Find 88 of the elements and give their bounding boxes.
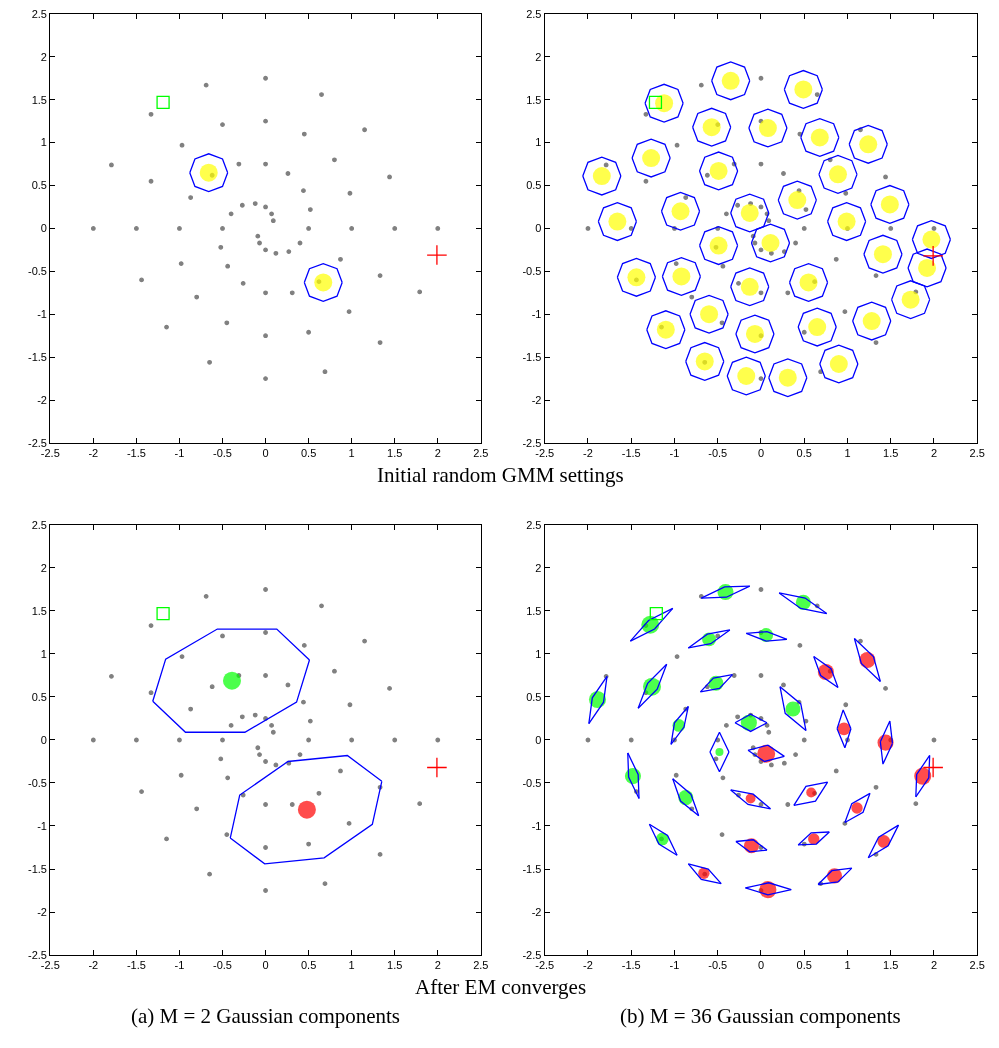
x-tick-label: 0 [262, 959, 269, 972]
x-tick-label: 0.5 [300, 447, 317, 460]
x-tick-label: -1 [174, 959, 185, 972]
x-tick-label: 2.5 [473, 959, 489, 972]
x-tick-label: -0.5 [708, 447, 728, 460]
y-tick-label: -1.5 [522, 350, 542, 363]
x-tick-label: -1 [174, 447, 185, 460]
x-tick-label: -0.5 [708, 959, 728, 972]
x-tick-label: -0.5 [213, 447, 232, 460]
x-tick-label: 1.5 [883, 959, 899, 972]
x-tick-label: -2 [88, 447, 99, 460]
y-tick-label: -2 [37, 905, 47, 918]
y-tick-label: -1 [37, 308, 47, 321]
y-tick-label: -1.5 [522, 862, 542, 875]
x-tick-label: -1.5 [621, 959, 641, 972]
x-tick-label: 2 [930, 959, 938, 972]
x-tick-label: 1 [844, 447, 851, 460]
x-tick-label: 2.5 [473, 447, 489, 460]
y-tick-label: -2.5 [28, 436, 47, 449]
text: After EM converges [415, 975, 587, 999]
y-tick-label: 1.5 [526, 93, 542, 106]
x-tick-label: -1.5 [126, 447, 146, 460]
text: Initial random GMM settings [377, 463, 624, 487]
y-tick-label: 0 [535, 733, 542, 746]
text: (b) M = 36 Gaussian components [620, 1004, 901, 1028]
y-tick-label: -0.5 [522, 265, 542, 278]
y-tick-label: 2 [40, 50, 47, 63]
y-tick-label: -2 [37, 393, 47, 406]
y-tick-label: -0.5 [522, 776, 542, 789]
y-tick-label: -0.5 [28, 265, 47, 278]
y-tick-label: -2 [531, 393, 542, 406]
y-tick-label: 1.5 [31, 93, 47, 106]
y-tick-label: 0 [535, 222, 542, 235]
y-tick-label: -2 [531, 905, 542, 918]
y-tick-label: 2 [535, 50, 542, 63]
x-tick-label: -1.5 [126, 959, 146, 972]
y-tick-label: 2.5 [526, 7, 542, 20]
y-tick-label: -1 [531, 819, 542, 832]
x-tick-label: 2.5 [969, 959, 985, 972]
y-tick-label: -2.5 [522, 436, 542, 449]
y-tick-label: -1 [37, 819, 47, 832]
y-tick-label: 0.5 [526, 690, 542, 703]
x-tick-label: 2 [434, 447, 441, 460]
y-tick-label: 2.5 [31, 7, 47, 20]
x-tick-label: -2 [583, 959, 593, 972]
y-tick-label: -1.5 [28, 862, 47, 875]
y-tick-label: 1 [535, 647, 542, 660]
y-tick-label: -2.5 [28, 948, 47, 961]
y-tick-label: 2 [535, 561, 542, 574]
x-tick-label: 1 [348, 959, 355, 972]
y-tick-label: 2.5 [526, 518, 542, 531]
x-tick-label: -2 [583, 447, 593, 460]
y-tick-label: 2 [40, 561, 47, 574]
x-tick-label: 1.5 [387, 447, 403, 460]
x-tick-label: 0 [757, 959, 765, 972]
x-tick-label: 0.5 [796, 959, 812, 972]
y-tick-label: 2.5 [31, 518, 47, 531]
y-tick-label: 1.5 [526, 604, 542, 617]
x-tick-label: 1 [844, 959, 851, 972]
y-tick-label: 0.5 [31, 690, 47, 703]
y-tick-label: 0 [40, 733, 47, 746]
y-tick-label: -1 [531, 308, 542, 321]
x-tick-label: 0 [262, 447, 269, 460]
y-tick-label: 0.5 [526, 179, 542, 192]
y-tick-label: 1 [40, 647, 47, 660]
x-tick-label: 2 [930, 447, 938, 460]
y-tick-label: 1 [40, 136, 47, 149]
x-tick-label: 2.5 [969, 447, 985, 460]
x-tick-label: -1 [669, 959, 680, 972]
y-tick-label: 0 [40, 222, 47, 235]
y-tick-label: 0.5 [31, 179, 47, 192]
x-tick-label: 1 [348, 447, 355, 460]
x-tick-label: -0.5 [213, 959, 232, 972]
x-tick-label: 0 [757, 447, 765, 460]
y-tick-label: -0.5 [28, 776, 47, 789]
y-tick-label: 1 [535, 136, 542, 149]
y-tick-label: 1.5 [31, 604, 47, 617]
text: (a) M = 2 Gaussian components [131, 1004, 401, 1028]
x-tick-label: -1.5 [621, 447, 641, 460]
x-tick-label: -1 [669, 447, 680, 460]
y-tick-label: -1.5 [28, 350, 47, 363]
x-tick-label: -2 [88, 959, 99, 972]
x-tick-label: 1.5 [387, 959, 403, 972]
x-tick-label: 0.5 [796, 447, 812, 460]
x-tick-label: 2 [434, 959, 441, 972]
x-tick-label: 1.5 [883, 447, 899, 460]
y-tick-label: -2.5 [522, 948, 542, 961]
x-tick-label: 0.5 [300, 959, 317, 972]
